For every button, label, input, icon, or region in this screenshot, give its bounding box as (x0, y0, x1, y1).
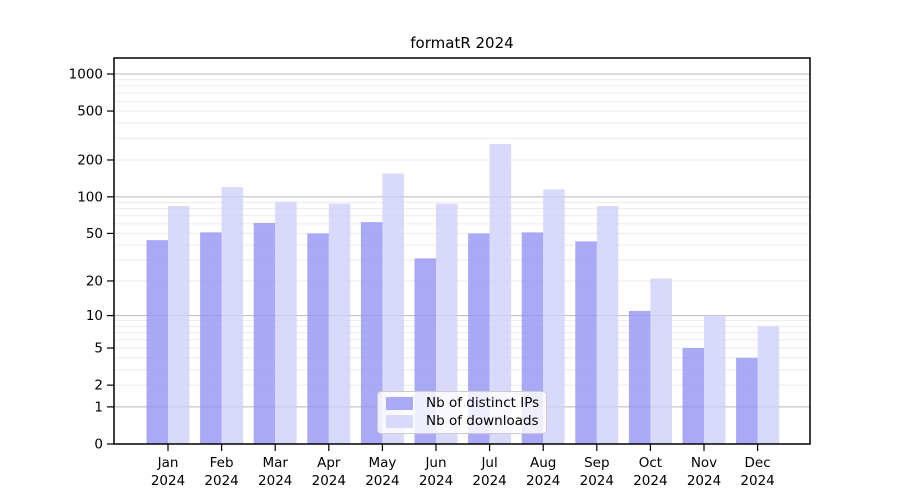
bar (489, 143, 512, 444)
bar (736, 357, 758, 444)
x-tick-label-year: 2024 (633, 473, 667, 489)
x-tick-label-year: 2024 (204, 473, 238, 489)
bar (168, 206, 190, 444)
x-tick-label-month: Jul (480, 455, 497, 471)
x-tick-label-year: 2024 (526, 473, 560, 489)
x-tick-label-month: Aug (530, 455, 556, 471)
x-tick-label-year: 2024 (151, 473, 185, 489)
x-tick-label-month: Nov (691, 455, 717, 471)
x-tick-label-year: 2024 (365, 473, 399, 489)
y-tick-label: 50 (86, 226, 103, 242)
bar (596, 206, 619, 444)
x-tick-label-month: Jun (424, 455, 446, 471)
bar (575, 241, 597, 444)
legend-swatch-downloads (386, 414, 413, 428)
x-tick-label-month: Jan (157, 455, 179, 471)
legend-label-distinct-ips: Nb of distinct IPs (426, 395, 540, 411)
x-tick-label-year: 2024 (312, 473, 346, 489)
bar (200, 232, 222, 444)
bar (757, 326, 780, 444)
x-axis: Jan 2024 Feb 2024 Mar 2024 Apr 2024 May 2024 Jun 20… (151, 444, 775, 489)
bar (543, 189, 565, 444)
x-tick-label-month: May (368, 455, 396, 471)
bar (253, 222, 276, 444)
y-tick-label: 5 (94, 341, 103, 357)
y-tick-label: 200 (77, 152, 103, 168)
x-tick-label-year: 2024 (258, 473, 292, 489)
legend-entry-distinct-ips: Nb of distinct IPs (378, 395, 546, 411)
x-tick-label-month: Dec (745, 455, 771, 471)
bar (146, 240, 168, 444)
legend-entry-downloads: Nb of downloads (378, 412, 546, 429)
x-tick-label-month: Sep (584, 455, 609, 471)
bar (704, 315, 726, 444)
plot-frame (113, 57, 811, 445)
x-tick-label-year: 2024 (740, 473, 774, 489)
y-tick-label: 0 (94, 437, 103, 453)
y-tick-label: 100 (77, 189, 103, 205)
chart-title: formatR 2024 (410, 34, 514, 52)
bar (436, 203, 458, 444)
y-tick-label: 20 (86, 273, 103, 289)
y-tick-label: 1 (94, 399, 103, 415)
x-tick-label-month: Feb (210, 455, 234, 471)
y-axis: 0 1 2 5 10 20 50 100 200 500 1000 (69, 67, 114, 453)
x-tick-label-year: 2024 (580, 473, 614, 489)
bar (628, 310, 651, 444)
bar (307, 233, 329, 444)
bar (682, 348, 704, 444)
bar (360, 222, 383, 444)
legend-swatch-distinct-ips (386, 397, 413, 411)
x-tick-label-year: 2024 (472, 473, 506, 489)
bar (382, 173, 404, 444)
y-tick-label: 1000 (69, 67, 103, 83)
bar (221, 187, 244, 445)
legend: Nb of distinct IPs Nb of downloads (377, 391, 547, 434)
y-tick-label: 10 (86, 308, 103, 324)
bar (650, 278, 672, 444)
legend-label-downloads: Nb of downloads (426, 412, 539, 429)
x-tick-label-year: 2024 (687, 473, 721, 489)
y-tick-label: 2 (94, 378, 103, 394)
x-tick-label-month: Oct (639, 455, 662, 471)
x-tick-label-month: Mar (262, 455, 288, 471)
x-tick-label-year: 2024 (419, 473, 453, 489)
bar (328, 203, 351, 444)
x-tick-label-month: Apr (317, 455, 341, 471)
bar (275, 201, 297, 444)
y-tick-label: 500 (77, 104, 103, 120)
